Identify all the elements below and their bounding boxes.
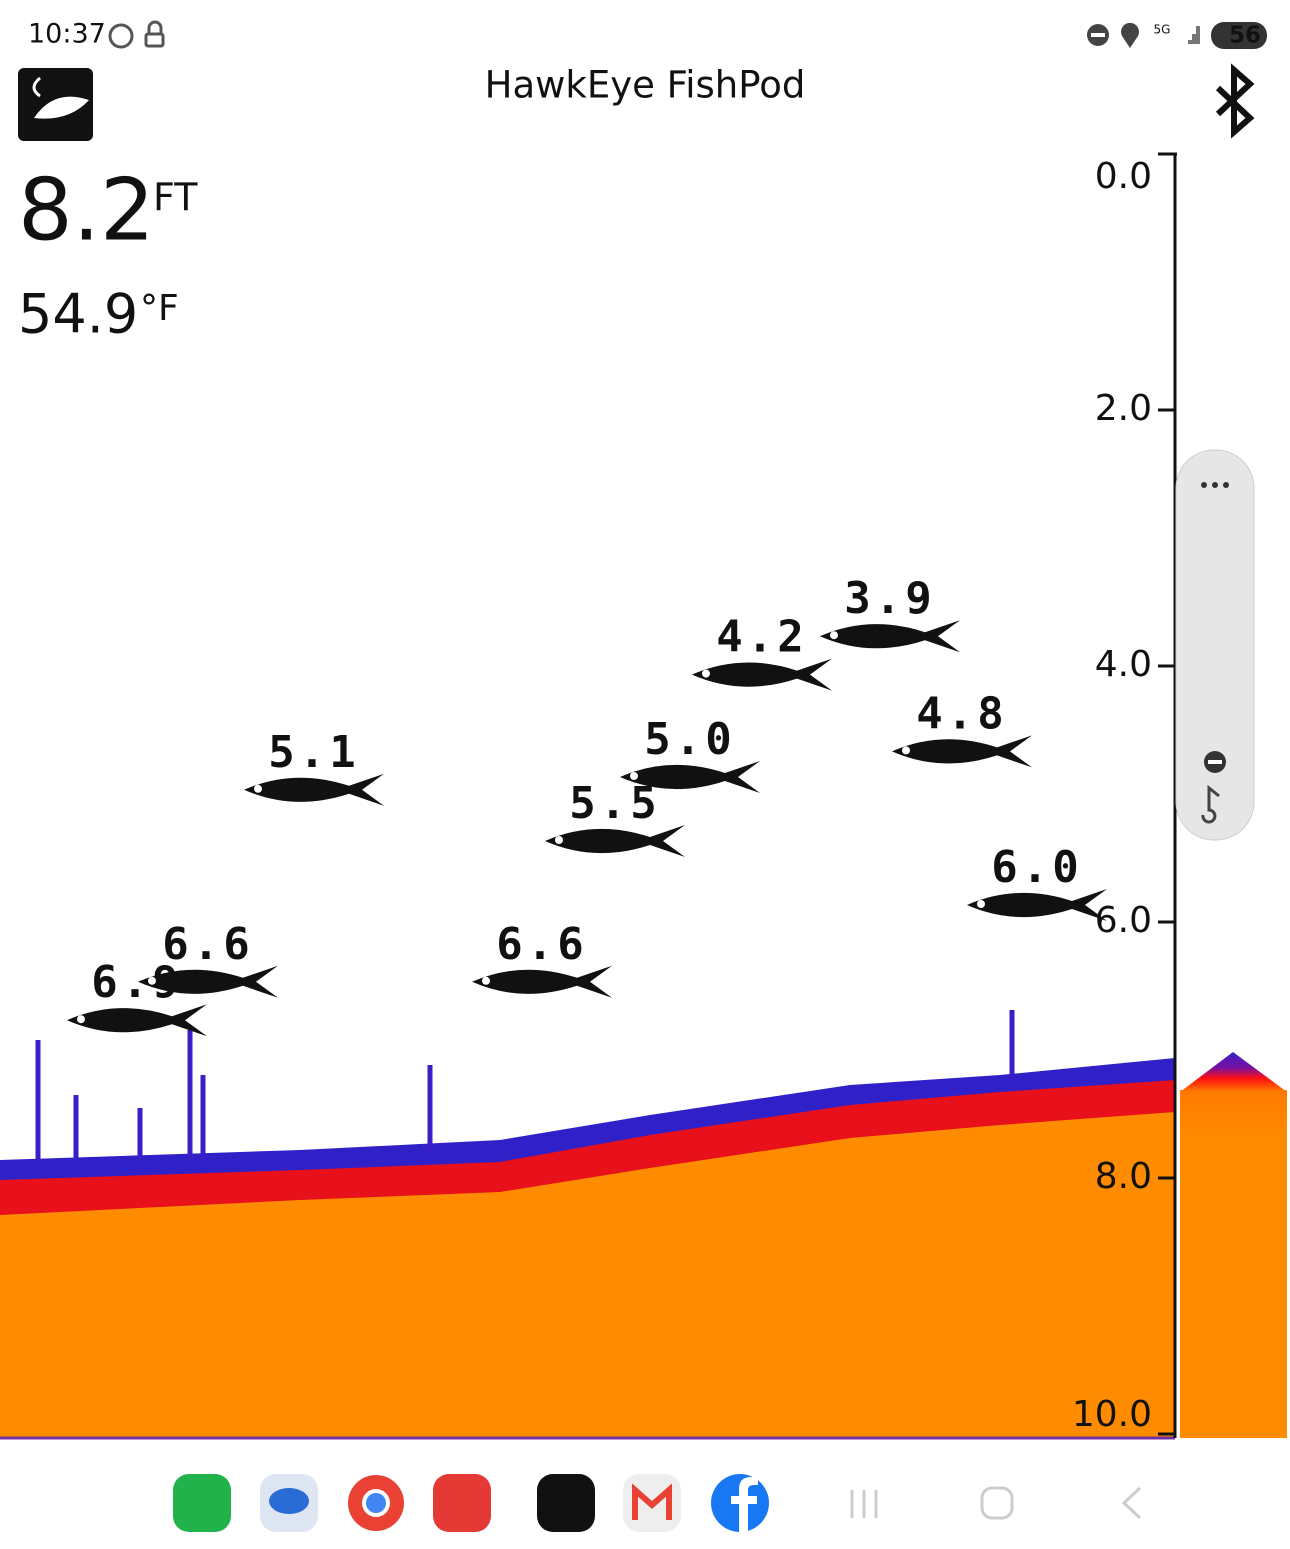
depth-unit: FT	[153, 176, 198, 220]
lock-icon	[147, 20, 163, 34]
app-logo-fish	[34, 96, 89, 119]
status-time: 10:37	[28, 19, 106, 50]
fish-depth-label: 5.1	[268, 727, 359, 778]
lock-icon	[144, 32, 165, 48]
fish-depth-label: 3.9	[844, 573, 935, 624]
fish-depth-label: 5.0	[644, 714, 735, 765]
menu-dot	[1212, 482, 1218, 488]
signal-icon	[1184, 26, 1200, 44]
dock	[173, 1474, 1142, 1534]
fish-marker	[820, 620, 960, 653]
depth-tick-label: 4.0	[1095, 644, 1152, 685]
fish-eye	[630, 772, 638, 780]
sonar-flasher	[1180, 1090, 1287, 1438]
fish-eye	[254, 784, 262, 793]
nav-recents[interactable]	[850, 1490, 878, 1518]
fish-eye	[482, 976, 490, 985]
depth-tick-label: 2.0	[1095, 388, 1152, 429]
fish-depth-label: 6.6	[496, 919, 587, 970]
app-title: HawkEye FishPod	[485, 64, 806, 107]
fish-depth-label: 6.6	[162, 919, 253, 970]
fish-body	[472, 965, 612, 998]
fish-marker	[692, 658, 832, 691]
fish-eye	[702, 669, 710, 678]
nav-back[interactable]	[1121, 1486, 1142, 1520]
fish-body	[692, 658, 832, 691]
sonar-bottom	[0, 1112, 1175, 1438]
fish-marker	[244, 773, 384, 806]
fish-eye	[830, 631, 838, 640]
fish-eye	[555, 836, 563, 844]
fish-depth-label: 6.0	[991, 842, 1082, 893]
sound-button[interactable]	[1201, 784, 1220, 824]
menu-dot	[1223, 482, 1229, 488]
fish-marker	[620, 761, 760, 793]
fish-eye	[977, 900, 985, 908]
fish-eye	[77, 1015, 85, 1024]
dock-messages-icon	[269, 1488, 309, 1514]
fish-marker	[67, 1004, 207, 1037]
fish-eye	[148, 976, 156, 985]
nav-home[interactable]	[980, 1486, 1014, 1520]
fish-body	[545, 825, 685, 857]
menu-dot	[1201, 482, 1207, 488]
battery	[1211, 22, 1267, 49]
fish-marker	[138, 965, 278, 998]
depth-tick-label: 10.0	[1072, 1394, 1152, 1435]
temperature-unit: °F	[140, 288, 179, 329]
fish-body	[138, 965, 278, 998]
minimize-button	[1208, 760, 1222, 764]
bluetooth-button[interactable]	[1215, 63, 1255, 139]
dock-facebook-icon	[731, 1477, 758, 1534]
fish-marker	[545, 825, 685, 857]
fish-marker	[967, 889, 1107, 921]
fish-layer: 6.96.65.16.65.55.04.23.94.86.0	[67, 573, 1107, 1037]
fish-depth-label: 4.2	[716, 612, 807, 663]
fish-body	[892, 735, 1032, 768]
depth-tick-label: 6.0	[1095, 900, 1152, 941]
depth-tick-label: 8.0	[1095, 1156, 1152, 1197]
app-logo-hook	[32, 76, 42, 98]
temperature-reading: 54.9	[18, 283, 138, 346]
fish-eye	[902, 746, 910, 755]
dock-gmail-icon	[632, 1483, 672, 1520]
fish-depth-label: 4.8	[916, 688, 1007, 739]
dock-notes[interactable]	[433, 1474, 491, 1532]
fish-marker	[472, 965, 612, 998]
fish-depth-label: 5.5	[569, 778, 660, 829]
depth-tick-label: 0.0	[1095, 156, 1152, 197]
dock-chrome-icon	[362, 1489, 390, 1517]
depth-axis: 0.0 2.0 4.0 6.0 8.0 10.0	[1072, 152, 1177, 1438]
sonar-flasher-peak	[1180, 1052, 1287, 1140]
dnd-icon	[1091, 33, 1105, 37]
dock-fishpod[interactable]	[537, 1474, 595, 1532]
sonar-spike	[35, 1010, 1015, 1160]
fish-body	[967, 889, 1107, 921]
status-icon	[108, 23, 134, 49]
depth-reading: 8.2	[18, 160, 155, 260]
network-label: 5G	[1154, 23, 1171, 37]
side-panel[interactable]	[1175, 449, 1255, 841]
dock-phone[interactable]	[173, 1474, 231, 1532]
battery-level: 56	[1229, 23, 1261, 49]
fish-body	[67, 1004, 207, 1037]
fish-body	[244, 773, 384, 806]
fish-body	[620, 761, 760, 793]
fish-body	[820, 620, 960, 653]
location-icon	[1121, 22, 1139, 48]
fish-marker	[892, 735, 1032, 768]
sonar-display	[0, 1010, 1287, 1440]
